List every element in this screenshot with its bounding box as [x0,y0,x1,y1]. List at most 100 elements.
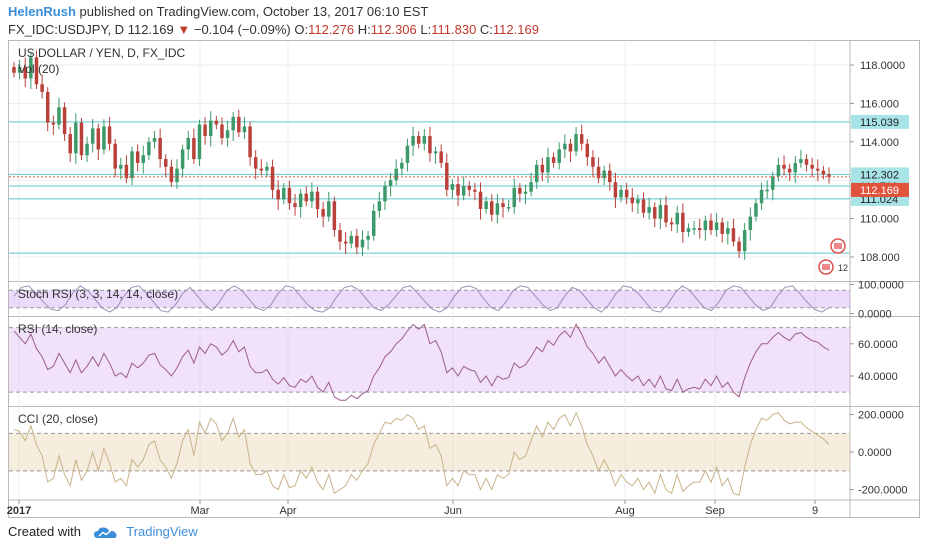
published-text: published on TradingView.com, October 13… [79,4,429,19]
candle-body [506,207,511,209]
price-tick-label: 116.000 [860,98,899,110]
candle-body [366,235,370,240]
candle-body [759,189,764,204]
candle-body [57,107,61,125]
cci-series-line [13,411,830,496]
candle-body [686,228,691,233]
candle-body [782,164,786,169]
candle-body [130,151,134,179]
candle-body [529,182,533,192]
last-price-label: 112.169 [860,185,899,197]
candle-body [776,164,781,177]
candle-body [495,203,500,215]
candle-body [821,170,826,175]
candle-body [298,193,303,208]
candle-body [591,157,595,167]
candle-body [141,155,146,163]
candle-body [596,166,601,179]
candle-body [630,197,635,204]
candle-body [327,201,331,217]
candle-body [439,151,443,163]
last-price: 112.169 [127,22,174,37]
rsi-tick-label: 40.0000 [858,371,898,383]
candle-body [68,134,72,154]
cci-label: CCI (20, close) [18,412,98,426]
candle-body [428,136,432,154]
candle-body [540,164,545,173]
candle-body [113,143,117,169]
candle-body [450,184,455,190]
rsi-series-line [13,323,830,401]
candle-body [445,162,449,190]
candle-body [608,170,612,183]
candle-body [484,201,488,209]
candle-body [225,130,230,138]
candle-body [557,149,561,163]
change-value: −0.104 (−0.09%) [193,22,291,37]
candle-body [433,151,438,154]
tradingview-link[interactable]: TradingView [126,524,198,539]
candle-body [377,201,382,211]
candle-body [175,168,179,183]
candle-body [703,220,708,231]
low-value: 111.830 [431,22,477,37]
candle-body [169,166,174,183]
candle-body [473,189,477,192]
candle-body [96,128,101,150]
time-tick-label: Aug [615,505,635,517]
candle-body [40,84,44,92]
candle-body [748,216,753,231]
candle-body [102,126,106,150]
candle-body [135,151,140,163]
candle-body [12,66,16,73]
candle-body [501,203,505,208]
candle-body [270,166,275,190]
candle-body [79,122,84,156]
open-label: O: [294,22,309,37]
cci-band [9,433,850,471]
candle-body [304,193,309,202]
author-link[interactable]: HelenRush [8,4,76,19]
candle-body [203,124,207,137]
candle-body [563,143,567,150]
candle-body [186,137,190,150]
candle-body [164,159,168,167]
created-with-text: Created with [8,524,81,539]
stoch_rsi-tick-label: 100.0000 [858,279,904,291]
candle-body [461,185,466,196]
candle-body [546,157,550,173]
candle-body [214,120,219,125]
candle-body [613,182,618,198]
candle-body [512,187,516,208]
candle-body [62,107,67,135]
candle-body [405,145,410,163]
candle-body [237,116,241,133]
candle-body [664,205,668,223]
candle-body [29,57,33,79]
candle-body [208,120,213,137]
candle-body [394,168,398,181]
candle-body [338,230,342,242]
candle-body [45,91,50,123]
candle-body [124,164,129,179]
candle-body [231,116,235,131]
candle-body [467,185,472,190]
candle-body [85,143,89,156]
stoch_rsi-series-line [13,285,830,313]
cci-tick-label: 0.0000 [858,447,892,459]
candle-body [152,137,157,142]
candle-body [737,241,741,252]
candle-body [34,57,39,85]
candle-body [827,174,831,177]
candle-body [681,212,685,233]
candle-body [343,241,348,244]
candle-body [107,126,112,144]
candle-body [411,136,415,146]
time-tick-label: Apr [279,505,296,517]
last-price-badge [851,182,909,197]
stoch_rsi-tick-label: 0.0000 [858,309,892,321]
time-tick-label: Sep [705,505,725,517]
candle-body [816,168,820,171]
candle-body [17,66,22,73]
